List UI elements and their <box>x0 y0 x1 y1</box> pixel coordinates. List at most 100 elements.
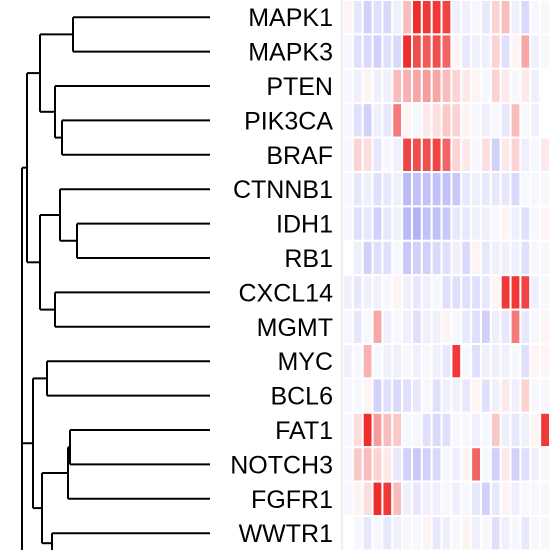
heatmap-cell <box>529 33 542 70</box>
heatmap-cell <box>381 274 394 311</box>
heatmap-cell <box>391 136 404 174</box>
heatmap-cell <box>440 205 453 242</box>
heatmap-cell <box>342 480 354 518</box>
heatmap-cell <box>401 411 414 449</box>
heatmap-cell <box>342 308 354 346</box>
gene-labels: MAPK1 MAPK3 PTEN PIK3CA BRAF CTNNB1 IDH1… <box>230 4 333 548</box>
heatmap-cell <box>351 239 364 277</box>
heatmap-cell <box>371 136 384 174</box>
heatmap-cell <box>342 67 354 105</box>
heatmap-cell <box>489 274 502 311</box>
heatmap-cell <box>539 67 550 105</box>
heatmap-cell <box>450 343 463 380</box>
heatmap-cell <box>489 515 502 550</box>
heatmap-cell <box>411 0 423 36</box>
heatmap-cell <box>519 0 532 36</box>
heatmap-cell <box>411 171 423 208</box>
heatmap-cell <box>440 343 453 380</box>
heatmap-cell <box>519 102 532 139</box>
heatmap-cell <box>371 205 384 242</box>
heatmap-cell <box>460 343 473 380</box>
heatmap-cell <box>420 343 433 380</box>
heatmap-cell <box>480 171 492 208</box>
heatmap-cell <box>440 446 453 483</box>
heatmap-cell <box>440 239 453 277</box>
heatmap-cell <box>539 515 550 550</box>
heatmap-cell <box>509 102 522 139</box>
heatmap-cell <box>460 102 473 139</box>
heatmap-cell <box>420 67 433 105</box>
heatmap-cell <box>460 480 473 518</box>
heatmap-cell <box>539 102 550 139</box>
heatmap-cell <box>470 480 483 518</box>
heatmap-cell <box>420 102 433 139</box>
heatmap-cell <box>489 205 502 242</box>
heatmap-cell <box>371 67 384 105</box>
heatmap-cell <box>381 239 394 277</box>
heatmap-cell <box>342 446 354 483</box>
heatmap-cell <box>539 0 550 36</box>
heatmap-cell <box>509 480 522 518</box>
heatmap-cell <box>529 239 542 277</box>
heatmap-cell <box>460 239 473 277</box>
heatmap-cell <box>470 446 483 483</box>
heatmap-cell <box>499 102 512 139</box>
gene-label-mapk1: MAPK1 <box>248 4 333 32</box>
heatmap-cell <box>342 33 354 70</box>
heatmap-cell <box>342 377 354 414</box>
heatmap-cell <box>529 205 542 242</box>
heatmap-cell <box>509 0 522 36</box>
heatmap-cell <box>411 411 423 449</box>
heatmap-cell <box>460 515 473 550</box>
heatmap-cell <box>411 308 423 346</box>
heatmap-cell <box>430 239 443 277</box>
gene-label-pten: PTEN <box>266 73 333 101</box>
heatmap-cell <box>401 205 414 242</box>
heatmap-cell <box>420 446 433 483</box>
heatmap-cell <box>401 136 414 174</box>
heatmap-cell <box>381 136 394 174</box>
heatmap-cell <box>420 239 433 277</box>
heatmap-cell <box>361 171 374 208</box>
heatmap-cell <box>430 102 443 139</box>
heatmap-cell <box>480 136 492 174</box>
heatmap-cell <box>381 33 394 70</box>
heatmap-cell <box>450 33 463 70</box>
heatmap-cell <box>391 446 404 483</box>
heatmap-cell <box>509 136 522 174</box>
heatmap-cell <box>430 308 443 346</box>
heatmap-cell <box>539 171 550 208</box>
heatmap-cell <box>401 239 414 277</box>
heatmap-cell <box>411 33 423 70</box>
heatmap-cell <box>361 377 374 414</box>
heatmap-cell <box>401 0 414 36</box>
heatmap-cell <box>351 308 364 346</box>
heatmap-cell <box>519 136 532 174</box>
heatmap-cell <box>460 274 473 311</box>
heatmap-cell <box>460 0 473 36</box>
heatmap-cell <box>440 274 453 311</box>
heatmap-cell <box>381 446 394 483</box>
heatmap-cell <box>499 136 512 174</box>
heatmap-cell <box>450 67 463 105</box>
heatmap-cell <box>351 136 364 174</box>
gene-label-braf: BRAF <box>266 142 333 170</box>
heatmap-cell <box>450 205 463 242</box>
heatmap-cell <box>371 0 384 36</box>
heatmap-cell <box>401 308 414 346</box>
heatmap-cell <box>391 171 404 208</box>
heatmap-cell <box>440 171 453 208</box>
heatmap-cell <box>499 205 512 242</box>
heatmap-cell <box>342 411 354 449</box>
heatmap-cell <box>509 67 522 105</box>
heatmap-cell <box>351 171 364 208</box>
heatmap-cell <box>480 205 492 242</box>
heatmap-cell <box>529 343 542 380</box>
heatmap-cell <box>391 102 404 139</box>
heatmap-cell <box>371 102 384 139</box>
heatmap-cell <box>361 274 374 311</box>
heatmap-cell <box>430 274 443 311</box>
heatmap-cell <box>519 67 532 105</box>
heatmap-cell <box>489 102 502 139</box>
heatmap-cell <box>342 171 354 208</box>
